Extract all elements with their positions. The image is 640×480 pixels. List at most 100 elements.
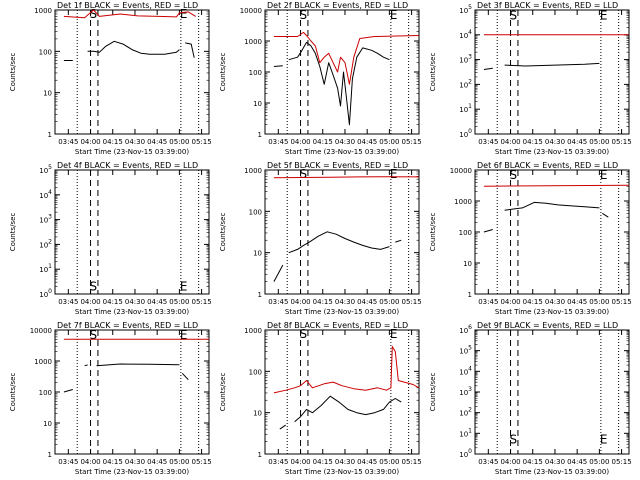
x-tick-label: 04:15: [313, 138, 333, 146]
y-tick-label: 104: [459, 29, 472, 40]
chart-panel-8: Det 8f BLACK = Events, RED = LLD Counts/s…: [219, 321, 422, 476]
y-axis-label: Counts/sec: [9, 53, 17, 92]
x-tick-label: 04:00: [290, 458, 310, 466]
x-tick-label: 05:15: [402, 138, 422, 146]
x-tick-label: 04:15: [103, 458, 123, 466]
x-tick-label: 04:45: [567, 458, 587, 466]
y-tick-label: 103: [39, 214, 52, 225]
chart-title: Det 4f BLACK = Events, RED = LLD: [57, 161, 198, 170]
y-tick-label: 1: [258, 131, 262, 139]
chart-panel-5: Det 5f BLACK = Events, RED = LLD Counts/s…: [219, 161, 422, 316]
x-tick-label: 05:00: [379, 298, 399, 306]
marker-end-label: E: [390, 327, 398, 341]
series-events-segment: [483, 67, 493, 70]
series-events-segment: [395, 239, 402, 243]
chart-panel-4: Det 4f BLACK = Events, RED = LLD Counts/s…: [9, 161, 212, 316]
y-tick-label: 105: [459, 345, 472, 356]
x-tick-label: 04:45: [567, 298, 587, 306]
marker-start-label: S: [90, 280, 98, 294]
x-tick-label: 05:15: [192, 458, 212, 466]
series-events-segment: [96, 363, 180, 367]
x-tick-label: 05:15: [612, 138, 632, 146]
series-events-segment: [288, 41, 390, 126]
series-events-segment: [504, 62, 600, 67]
y-tick-label: 100: [459, 229, 472, 237]
y-tick-label: 102: [39, 238, 52, 249]
marker-end-label: E: [600, 9, 608, 23]
y-tick-label: 10: [253, 410, 262, 418]
x-tick-label: 04:45: [357, 458, 377, 466]
marker-start-label: S: [510, 433, 518, 447]
y-tick-label: 101: [39, 263, 52, 274]
x-tick-label: 04:30: [125, 138, 145, 146]
y-tick-label: 103: [459, 54, 472, 65]
series-events-segment: [87, 40, 180, 55]
series-lld-segment: [273, 345, 420, 394]
x-tick-label: 05:15: [402, 458, 422, 466]
y-tick-label: 100: [459, 128, 472, 139]
x-tick-label: 03:45: [58, 458, 78, 466]
series-events-segment: [84, 364, 88, 367]
chart-title: Det 9f BLACK = Events, RED = LLD: [477, 321, 618, 330]
x-tick-label: 05:15: [192, 298, 212, 306]
x-tick-label: 04:15: [313, 458, 333, 466]
y-tick-label: 1000: [244, 38, 262, 46]
x-tick-label: 04:00: [290, 298, 310, 306]
series-events-segment: [185, 42, 195, 58]
series-events-segment: [279, 424, 286, 430]
x-axis-label: Start Time (23-Nov-15 03:39:00): [495, 308, 609, 316]
x-tick-label: 04:00: [80, 298, 100, 306]
plot-frame: [474, 169, 630, 295]
plot-frame: [264, 9, 420, 135]
x-tick-label: 04:45: [567, 138, 587, 146]
chart-panel-3: Det 3f BLACK = Events, RED = LLD Counts/s…: [429, 1, 632, 156]
y-tick-label: 1: [48, 451, 52, 459]
x-tick-label: 04:30: [545, 298, 565, 306]
plot-frame: [54, 169, 210, 295]
x-tick-label: 04:00: [290, 138, 310, 146]
y-tick-label: 100: [249, 69, 262, 77]
x-axis-label: Start Time (23-Nov-15 03:39:00): [285, 468, 399, 476]
x-axis-label: Start Time (23-Nov-15 03:39:00): [75, 468, 189, 476]
series-events-segment: [273, 264, 284, 282]
y-tick-label: 106: [459, 324, 472, 335]
y-tick-label: 104: [39, 189, 52, 200]
series-events-segment: [294, 395, 402, 423]
marker-start-label: S: [510, 9, 518, 23]
x-axis-label: Start Time (23-Nov-15 03:39:00): [495, 148, 609, 156]
x-tick-label: 04:30: [335, 298, 355, 306]
x-tick-label: 05:15: [612, 458, 632, 466]
y-tick-label: 1000: [244, 167, 262, 175]
y-tick-label: 100: [39, 288, 52, 299]
chart-title: Det 1f BLACK = Events, RED = LLD: [57, 1, 198, 10]
y-tick-label: 1000: [454, 198, 472, 206]
y-tick-label: 102: [459, 407, 472, 418]
marker-end-label: E: [600, 433, 608, 447]
y-axis-label: Counts/sec: [429, 373, 437, 412]
y-tick-label: 10000: [240, 7, 262, 15]
y-tick-label: 102: [459, 78, 472, 89]
x-tick-label: 05:00: [589, 458, 609, 466]
y-tick-label: 1: [48, 131, 52, 139]
x-tick-label: 04:30: [125, 458, 145, 466]
y-tick-label: 100: [39, 389, 52, 397]
x-axis-label: Start Time (23-Nov-15 03:39:00): [75, 148, 189, 156]
y-axis-label: Counts/sec: [429, 213, 437, 252]
x-tick-label: 03:45: [478, 298, 498, 306]
marker-start-label: S: [300, 167, 308, 181]
x-tick-label: 04:15: [313, 298, 333, 306]
y-tick-label: 104: [459, 365, 472, 376]
x-tick-label: 04:00: [80, 138, 100, 146]
y-axis-label: Counts/sec: [219, 53, 227, 92]
y-axis-label: Counts/sec: [9, 373, 17, 412]
x-tick-label: 03:45: [268, 458, 288, 466]
x-axis-label: Start Time (23-Nov-15 03:39:00): [495, 468, 609, 476]
y-tick-label: 105: [459, 4, 472, 15]
y-axis-label: Counts/sec: [219, 373, 227, 412]
y-tick-label: 101: [459, 427, 472, 438]
chart-title: Det 2f BLACK = Events, RED = LLD: [267, 1, 408, 10]
x-tick-label: 04:45: [147, 458, 167, 466]
x-tick-label: 04:15: [103, 298, 123, 306]
x-axis-label: Start Time (23-Nov-15 03:39:00): [75, 308, 189, 316]
y-tick-label: 10: [253, 100, 262, 108]
